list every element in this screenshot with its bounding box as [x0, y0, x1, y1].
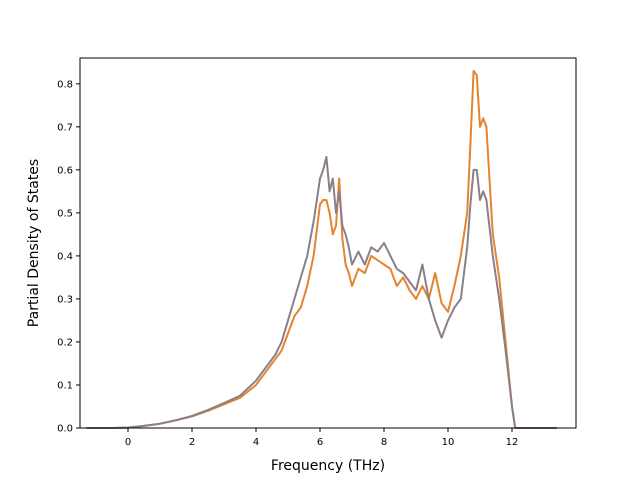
y-axis-ticks: 0.0 0.1 0.2 0.3 0.4 0.5 0.6 0.7 0.8 [57, 79, 80, 435]
x-tick-label: 6 [317, 437, 323, 448]
y-tick-label: 0.0 [57, 424, 73, 435]
x-tick-label: 8 [381, 437, 387, 448]
x-axis-label: Frequency (THz) [271, 458, 385, 474]
x-tick-label: 10 [442, 437, 455, 448]
y-tick-label: 0.1 [57, 380, 73, 391]
x-tick-label: 4 [253, 437, 259, 448]
y-tick-label: 0.8 [57, 79, 73, 90]
x-tick-label: 2 [189, 437, 195, 448]
x-axis-ticks: 0 2 4 6 8 10 12 [125, 428, 519, 448]
y-tick-label: 0.4 [57, 251, 73, 262]
y-tick-label: 0.5 [57, 208, 73, 219]
y-axis-label: Partial Density of States [26, 159, 42, 327]
y-tick-label: 0.7 [57, 122, 73, 133]
series-1-line [86, 69, 557, 429]
series-2-line [86, 155, 557, 429]
x-tick-label: 0 [125, 437, 131, 448]
axes-frame [79, 57, 577, 429]
y-tick-label: 0.3 [57, 294, 73, 305]
y-tick-label: 0.2 [57, 337, 73, 348]
y-tick-label: 0.6 [57, 165, 73, 176]
x-tick-label: 12 [506, 437, 519, 448]
series-layer [86, 69, 557, 429]
